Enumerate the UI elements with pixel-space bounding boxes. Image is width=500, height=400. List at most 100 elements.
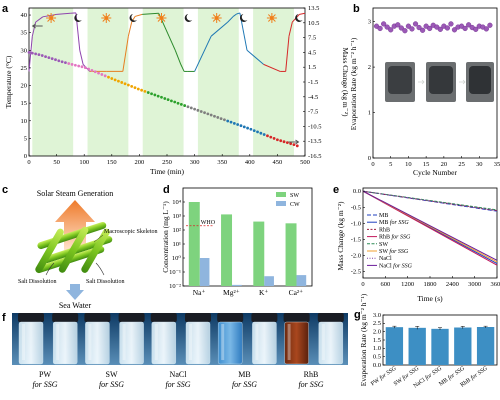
sun-ray [272,19,276,22]
panel-d-legend: SW CW [276,192,300,208]
vial [283,313,310,365]
mass-change-point [166,98,170,102]
vial-cap [185,313,211,322]
mass-change-point [70,63,74,66]
bar-cw [199,258,210,286]
x-category-label: Na⁺ [193,288,206,297]
vial-body [85,321,110,365]
vial-cap [217,313,244,322]
vial-label-sub: for SSG [232,380,257,389]
vial [317,313,344,365]
y-tick-label: 0.0 [353,188,361,195]
sun-ray [217,19,221,22]
sun-ray [52,14,55,17]
mass-change-point [140,88,144,92]
sun-ray [162,14,166,17]
mass-change-point [113,78,117,82]
y-tick-label: 0.0 [373,362,381,369]
evaporation-rate-point [388,27,394,33]
legend-label-main: MB [379,213,388,219]
temperature-line-segment [227,16,234,23]
x-tick-label: 3000 [468,281,481,288]
vial-body [252,321,277,365]
vial-highlight [255,324,259,360]
mass-change-point [213,114,216,118]
panel-a-y-left-ticks: 0 5 10 15 20 25 30 35 40 [21,12,31,160]
evaporation-rate-point [416,24,422,31]
temperature-line-segment [142,12,159,15]
legend-label-italic: for SSG [392,234,412,241]
vial-body [217,321,243,365]
mass-change-point [249,127,253,131]
mass-change-point [47,56,51,60]
vial [18,313,44,365]
y-tick-label: 10⁰ [172,255,182,262]
mass-change-point [206,112,210,116]
evaporation-rate-point [420,27,426,33]
x-tick-label: 400 [245,159,255,166]
mass-change-point [160,95,163,99]
vial [52,313,79,365]
vials [18,313,344,365]
panel-e: e 0.0 -0.5 -1.0 -1.5 -2.0 -2.5 0 600 1200 1800 24… [333,184,500,303]
temperature-line-segment [263,63,281,72]
mass-change-point [295,144,299,148]
vial-cap [118,313,145,322]
panel-a-shading [32,8,294,156]
sun-ray [212,19,216,22]
mass-change-point [30,51,34,55]
sun-ray [212,14,216,17]
legend-label-main: RhB [379,227,390,233]
vial-cap [18,313,44,322]
vial-highlight [122,324,126,360]
evaporation-bar [454,327,472,365]
y-tick-label: 0 [24,153,27,160]
mass-change-point [186,105,190,109]
panel-a-y-right-ticks: -16.5 -13.5 -10.5 -7.5 -4.5 -1.5 1.5 4.5 7.5 10.5… [303,5,322,160]
temperature-line-segment [56,12,71,15]
y-right-tick-label: -4.5 [308,94,318,101]
mass-change-point [246,126,249,130]
mass-change-point [216,116,220,119]
x-category-label: Ca²⁺ [289,288,304,297]
temperature-line-segment [79,50,84,65]
panel-e-x-axis-label: Time (s) [417,294,443,303]
x-tick-label: 50 [53,159,60,166]
panel-a-plot [27,12,306,148]
sun-icon [211,13,222,23]
sun-core [269,16,274,20]
skeleton-rod [35,228,64,273]
evaporation-rate-point [405,23,412,29]
panel-c-label: c [2,184,8,196]
vial-body [18,321,44,365]
mass-change-point [223,118,226,122]
mass-change-point [209,113,213,117]
mass-change-point [285,141,289,145]
mass-change-point [282,140,286,144]
mass-change-point [256,130,259,134]
legend-label: NaCl for SSG [379,262,413,269]
mass-change-point [239,124,243,128]
panel-a-y-right-label: Mass Change (kg m⁻²) [341,48,350,117]
x-tick-label: 600 [380,281,390,288]
sun-ray [272,14,276,17]
mass-change-point [196,108,200,112]
macroscopic-skeleton-illustration [35,221,113,274]
y-tick-label: 10³ [173,213,182,220]
evaporation-rate-point [395,22,401,28]
y-tick-label: 15 [21,100,28,107]
panel-e-y-axis-label: Mass Change (kg m⁻²) [336,201,345,270]
mass-change-point [57,59,61,63]
mass-change-point [80,65,84,69]
mass-change-point [64,61,67,65]
vial-highlight [22,324,25,360]
evaporation-bar [476,327,495,365]
panel-b-label: b [353,3,360,15]
temperature-line-segment [35,16,44,23]
panel-a: a 0 50 100 150 200 250 300 350 400 450 500 0 5 10 15 2… [2,3,350,176]
temperature-line-segment [288,21,293,37]
sun-core [159,16,164,20]
y-tick-label: 10 [21,118,28,125]
water-arrow-icon [66,284,84,300]
mass-change-point [156,94,160,98]
